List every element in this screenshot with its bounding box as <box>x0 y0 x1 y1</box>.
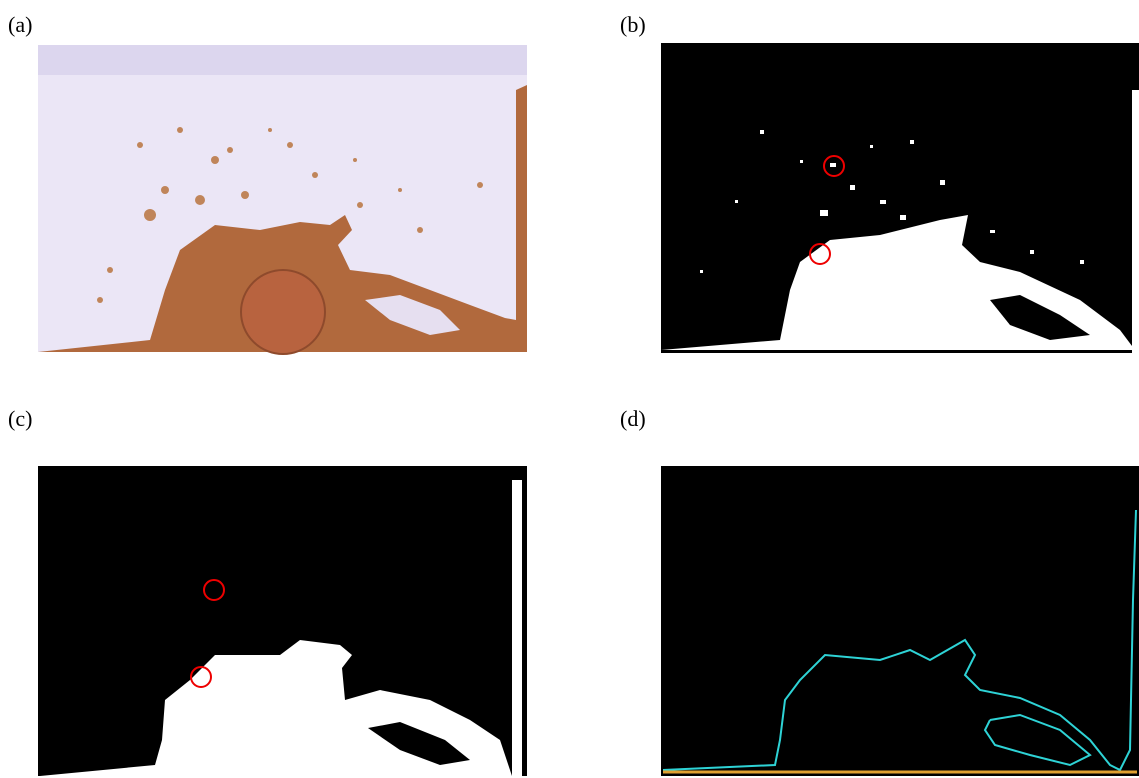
contour-panel <box>661 466 1139 776</box>
page: (a) (b) (c) (d) <box>0 0 1139 778</box>
wall-region <box>1132 90 1139 353</box>
figure: (a) (b) (c) (d) <box>0 0 1139 778</box>
binary-panel <box>661 43 1139 353</box>
glass-edge <box>38 45 527 75</box>
panel-label: (a) <box>8 12 32 37</box>
cleaned-panel <box>38 466 527 776</box>
panel-label: (c) <box>8 406 32 431</box>
panel-label: (b) <box>620 12 646 37</box>
contour-background <box>661 466 1139 776</box>
photo-panel <box>38 45 527 354</box>
disc <box>241 270 325 354</box>
wall-region <box>512 480 522 776</box>
panel-label: (d) <box>620 406 646 431</box>
